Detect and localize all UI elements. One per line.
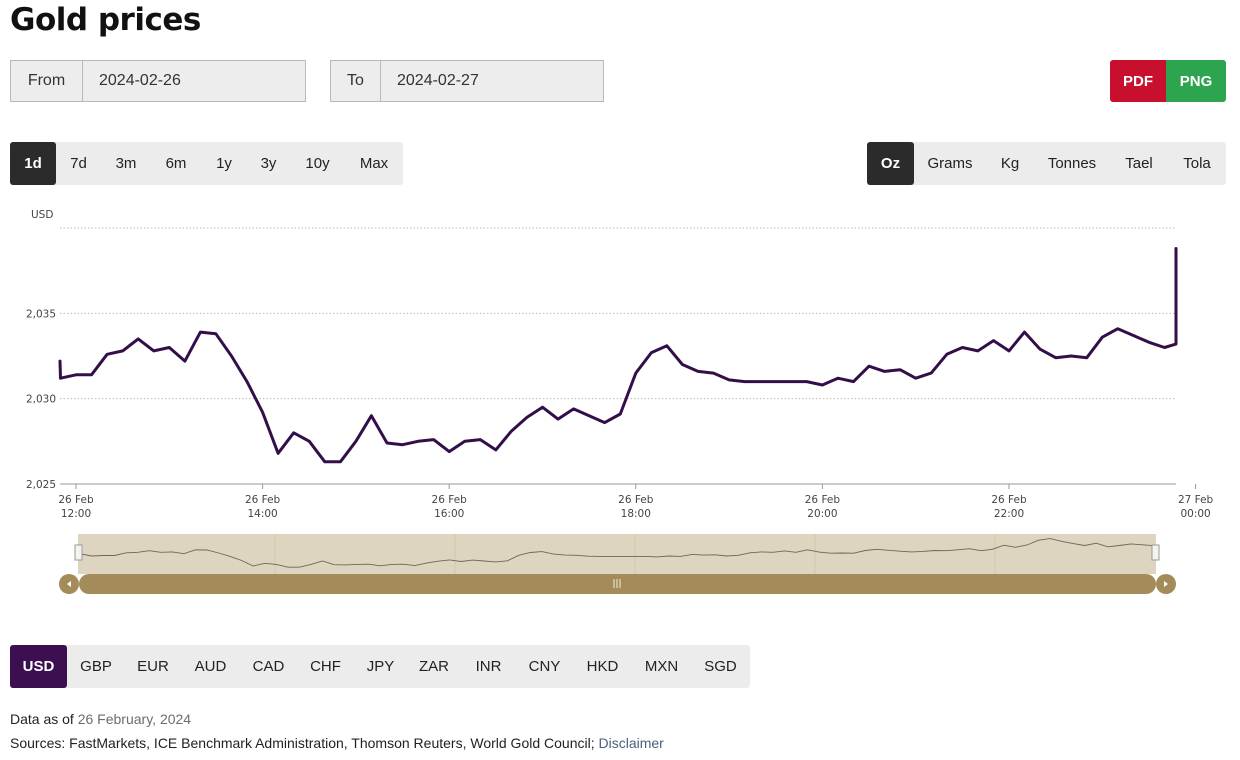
range-tab-1d[interactable]: 1d: [10, 142, 56, 185]
x-axis-ticks: 26 Feb 12:00 26 Feb 14:00 26 Feb 16:00 26 Feb 1…: [58, 484, 1214, 520]
unit-tab-tola[interactable]: Tola: [1183, 155, 1211, 172]
chevron-right-icon: [1164, 581, 1168, 587]
navigator-grid: [274, 534, 996, 574]
range-tab-3m[interactable]: 3m: [115, 155, 137, 172]
unit-tab-tonnes[interactable]: Tonnes: [1047, 155, 1097, 172]
currency-tab-chf[interactable]: CHF: [310, 658, 341, 675]
scrollbar-grip-icon: [613, 579, 621, 588]
pdf-export-button[interactable]: PDF: [1110, 60, 1166, 102]
x-tick-label: 12:00: [61, 508, 91, 520]
currency-tabs: USD GBP EUR AUD CAD CHF JPY ZAR INR CNY …: [10, 645, 750, 688]
x-tick-label: 26 Feb: [58, 494, 94, 506]
y-tick-label: 2,025: [26, 479, 56, 491]
currency-tab-cad[interactable]: CAD: [252, 658, 285, 675]
range-tabs: 1d 7d 3m 6m 1y 3y 10y Max: [10, 142, 403, 185]
range-tab-6m[interactable]: 6m: [165, 155, 187, 172]
currency-tab-jpy[interactable]: JPY: [366, 658, 395, 675]
x-tick-label: 26 Feb: [432, 494, 468, 506]
data-as-of-label: Data as of: [10, 711, 74, 727]
unit-tab-oz[interactable]: Oz: [867, 142, 914, 185]
grid-lines: [60, 227, 1176, 485]
currency-tab-cny[interactable]: CNY: [528, 658, 561, 675]
from-date-group[interactable]: From 2024-02-26: [10, 60, 306, 102]
x-tick-label: 27 Feb: [1178, 494, 1214, 506]
y-axis-unit-label: USD: [31, 209, 53, 221]
currency-tab-hkd[interactable]: HKD: [586, 658, 619, 675]
from-date-input[interactable]: 2024-02-26: [99, 72, 181, 89]
y-tick-label: 2,030: [26, 394, 56, 406]
y-axis-ticks: 2,025 2,030 2,035: [26, 308, 56, 491]
page-title: Gold prices: [10, 2, 201, 38]
currency-tab-zar[interactable]: ZAR: [419, 658, 449, 675]
disclaimer-link[interactable]: Disclaimer: [598, 735, 664, 751]
price-chart[interactable]: USD 2,025 2,030 2,035 26 Feb 12:00 26 Feb 14:…: [0, 195, 1240, 605]
navigator-handle-right[interactable]: [1151, 544, 1160, 561]
x-tick-label: 00:00: [1180, 508, 1210, 520]
unit-tab-grams[interactable]: Grams: [927, 155, 973, 172]
x-tick-label: 16:00: [434, 508, 464, 520]
currency-tab-usd[interactable]: USD: [10, 645, 67, 688]
price-line[interactable]: [58, 247, 1178, 464]
to-label: To: [331, 61, 381, 101]
currency-tab-sgd[interactable]: SGD: [704, 658, 737, 675]
range-tab-7d[interactable]: 7d: [70, 155, 87, 172]
to-date-input[interactable]: 2024-02-27: [397, 72, 479, 89]
currency-tab-mxn[interactable]: MXN: [644, 658, 679, 675]
currency-tab-inr[interactable]: INR: [475, 658, 502, 675]
sources: Sources: FastMarkets, ICE Benchmark Admi…: [10, 735, 664, 751]
navigator-window[interactable]: [78, 534, 1156, 574]
x-tick-label: 14:00: [247, 508, 277, 520]
x-tick-label: 20:00: [807, 508, 837, 520]
x-tick-label: 22:00: [994, 508, 1024, 520]
png-export-button[interactable]: PNG: [1166, 60, 1226, 102]
x-tick-label: 18:00: [621, 508, 651, 520]
chevron-left-icon: [67, 581, 71, 587]
navigator[interactable]: [59, 534, 1176, 594]
x-tick-label: 26 Feb: [991, 494, 1027, 506]
data-as-of-value: 26 February, 2024: [77, 711, 192, 727]
range-tab-10y[interactable]: 10y: [305, 155, 330, 172]
x-tick-label: 26 Feb: [805, 494, 841, 506]
y-tick-label: 2,035: [26, 308, 56, 320]
navigator-handle-left[interactable]: [74, 544, 83, 561]
unit-tab-kg[interactable]: Kg: [1000, 155, 1020, 172]
navigator-line: [79, 538, 1155, 568]
range-tab-1y[interactable]: 1y: [216, 155, 232, 172]
to-date-group[interactable]: To 2024-02-27: [330, 60, 604, 102]
currency-tab-eur[interactable]: EUR: [137, 658, 169, 675]
x-tick-label: 26 Feb: [618, 494, 654, 506]
x-tick-label: 26 Feb: [245, 494, 281, 506]
range-tab-3y[interactable]: 3y: [260, 155, 277, 172]
sources-text: Sources: FastMarkets, ICE Benchmark Admi…: [10, 735, 595, 751]
currency-tab-gbp[interactable]: GBP: [80, 658, 112, 675]
currency-tab-aud[interactable]: AUD: [194, 658, 227, 675]
unit-tab-tael[interactable]: Tael: [1125, 155, 1153, 172]
data-as-of: Data as of 26 February, 2024: [10, 711, 191, 727]
from-label: From: [11, 61, 83, 101]
unit-tabs: Oz Grams Kg Tonnes Tael Tola: [867, 142, 1226, 185]
range-tab-max[interactable]: Max: [359, 155, 389, 172]
